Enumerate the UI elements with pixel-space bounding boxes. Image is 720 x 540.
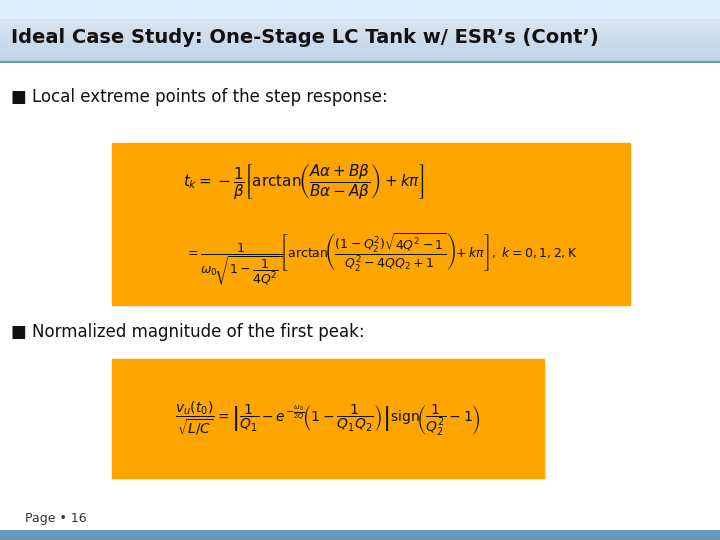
FancyBboxPatch shape xyxy=(0,17,720,22)
FancyBboxPatch shape xyxy=(0,24,720,28)
FancyBboxPatch shape xyxy=(0,49,720,53)
FancyBboxPatch shape xyxy=(0,45,720,50)
FancyBboxPatch shape xyxy=(0,0,720,3)
FancyBboxPatch shape xyxy=(0,33,720,37)
FancyBboxPatch shape xyxy=(0,39,720,44)
FancyBboxPatch shape xyxy=(0,21,720,25)
FancyBboxPatch shape xyxy=(112,359,544,478)
Text: $\dfrac{v_u(t_0)}{\sqrt{L/C}} = \left|\dfrac{1}{Q_1} - e^{-\frac{\omega_0}{2Q}}\: $\dfrac{v_u(t_0)}{\sqrt{L/C}} = \left|\d… xyxy=(175,400,480,437)
FancyBboxPatch shape xyxy=(0,530,720,540)
FancyBboxPatch shape xyxy=(0,58,720,62)
FancyBboxPatch shape xyxy=(0,2,720,6)
FancyBboxPatch shape xyxy=(0,0,720,62)
FancyBboxPatch shape xyxy=(0,5,720,9)
Text: ■ Normalized magnitude of the first peak:: ■ Normalized magnitude of the first peak… xyxy=(11,323,364,341)
FancyBboxPatch shape xyxy=(0,27,720,31)
Text: $= \dfrac{1}{\omega_0\!\sqrt{1-\dfrac{1}{4Q^2}}}\!\left[\mathrm{arctan}\!\left(\: $= \dfrac{1}{\omega_0\!\sqrt{1-\dfrac{1}… xyxy=(185,232,577,287)
Text: Ideal Case Study: One-Stage LC Tank w/ ESR’s (Cont’): Ideal Case Study: One-Stage LC Tank w/ E… xyxy=(11,28,598,48)
FancyBboxPatch shape xyxy=(0,42,720,46)
FancyBboxPatch shape xyxy=(112,143,630,305)
FancyBboxPatch shape xyxy=(0,36,720,40)
FancyBboxPatch shape xyxy=(0,55,720,59)
Text: ■ Local extreme points of the step response:: ■ Local extreme points of the step respo… xyxy=(11,88,387,106)
Text: Page • 16: Page • 16 xyxy=(25,512,87,525)
FancyBboxPatch shape xyxy=(0,11,720,16)
FancyBboxPatch shape xyxy=(0,52,720,56)
FancyBboxPatch shape xyxy=(0,30,720,34)
FancyBboxPatch shape xyxy=(0,0,720,19)
Text: $t_k = -\dfrac{1}{\beta}\left[\mathrm{arctan}\!\left(\dfrac{A\alpha + B\beta}{B\: $t_k = -\dfrac{1}{\beta}\left[\mathrm{ar… xyxy=(183,163,424,201)
FancyBboxPatch shape xyxy=(0,8,720,12)
FancyBboxPatch shape xyxy=(0,15,720,18)
